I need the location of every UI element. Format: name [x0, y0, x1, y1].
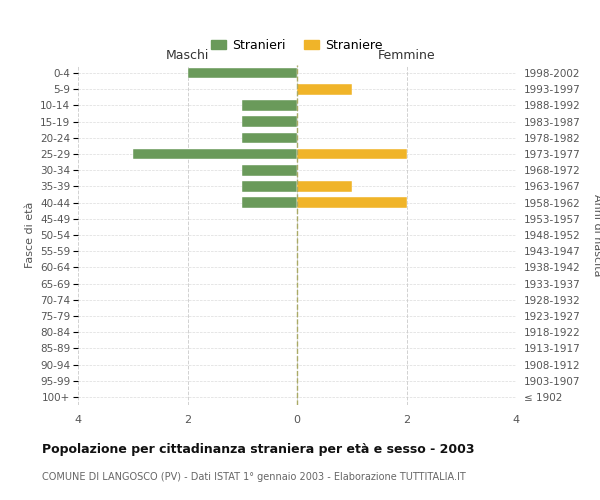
- Bar: [297, 84, 352, 94]
- Text: Maschi: Maschi: [166, 49, 209, 62]
- Bar: [242, 165, 297, 175]
- Y-axis label: Fasce di età: Fasce di età: [25, 202, 35, 268]
- Bar: [242, 100, 297, 110]
- Bar: [242, 181, 297, 192]
- Bar: [242, 132, 297, 143]
- Bar: [297, 198, 407, 208]
- Bar: [133, 149, 297, 160]
- Bar: [242, 198, 297, 208]
- Text: Popolazione per cittadinanza straniera per età e sesso - 2003: Popolazione per cittadinanza straniera p…: [42, 442, 475, 456]
- Bar: [297, 181, 352, 192]
- Y-axis label: Anni di nascita: Anni di nascita: [592, 194, 600, 276]
- Bar: [187, 68, 297, 78]
- Text: COMUNE DI LANGOSCO (PV) - Dati ISTAT 1° gennaio 2003 - Elaborazione TUTTITALIA.I: COMUNE DI LANGOSCO (PV) - Dati ISTAT 1° …: [42, 472, 466, 482]
- Text: Femmine: Femmine: [377, 49, 436, 62]
- Legend: Stranieri, Straniere: Stranieri, Straniere: [206, 34, 388, 57]
- Bar: [242, 116, 297, 127]
- Bar: [297, 149, 407, 160]
